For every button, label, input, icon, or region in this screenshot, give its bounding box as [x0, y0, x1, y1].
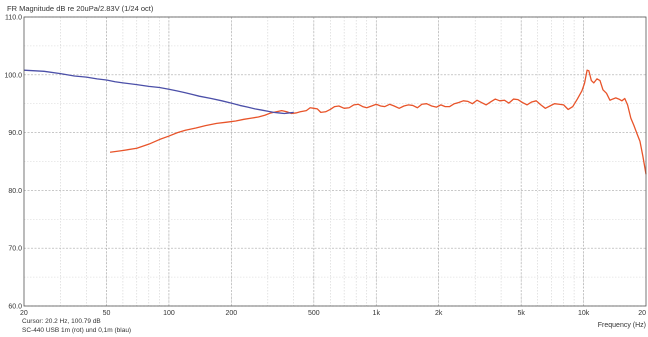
x-tick-label: 100: [163, 310, 175, 317]
plot-frame: [23, 16, 647, 307]
y-tick-labels: 110.0 100.0 90.0 80.0 70.0 60.0: [4, 15, 22, 311]
y-tick-label: 110.0: [5, 15, 22, 22]
x-tick-label: 10k: [578, 310, 590, 317]
y-tick-label: 100.0: [4, 72, 22, 79]
x-tick-label: 50: [103, 310, 111, 317]
y-tick-label: 70.0: [8, 246, 22, 253]
y-tick-label: 90.0: [8, 130, 22, 137]
x-tick-label: 5k: [517, 310, 525, 317]
x-tick-labels: 20 50 100 200 500 1k 2k 5k 10k 20: [20, 310, 646, 317]
x-tick-label: 2k: [435, 310, 443, 317]
y-tick-label: 80.0: [8, 188, 22, 195]
series-line-blue: [23, 69, 294, 115]
cursor-readout: Cursor: 20.2 Hz, 100.79 dB: [22, 318, 101, 325]
legend-text: SC-440 USB 1m (rot) und 0,1m (blau): [22, 327, 132, 334]
chart-title: FR Magnitude dB re 20uPa/2.83V (1/24 oct…: [7, 4, 154, 13]
x-tick-label: 500: [308, 310, 320, 317]
x-tick-label: 20: [638, 310, 646, 317]
x-tick-label: 20: [20, 310, 28, 317]
x-tick-label: 1k: [373, 310, 381, 317]
series-layer: [23, 69, 647, 175]
x-tick-label: 200: [225, 310, 237, 317]
plot-area: [24, 17, 646, 306]
x-axis-label: Frequency (Hz): [598, 322, 646, 329]
y-tick-label: 60.0: [8, 304, 22, 311]
